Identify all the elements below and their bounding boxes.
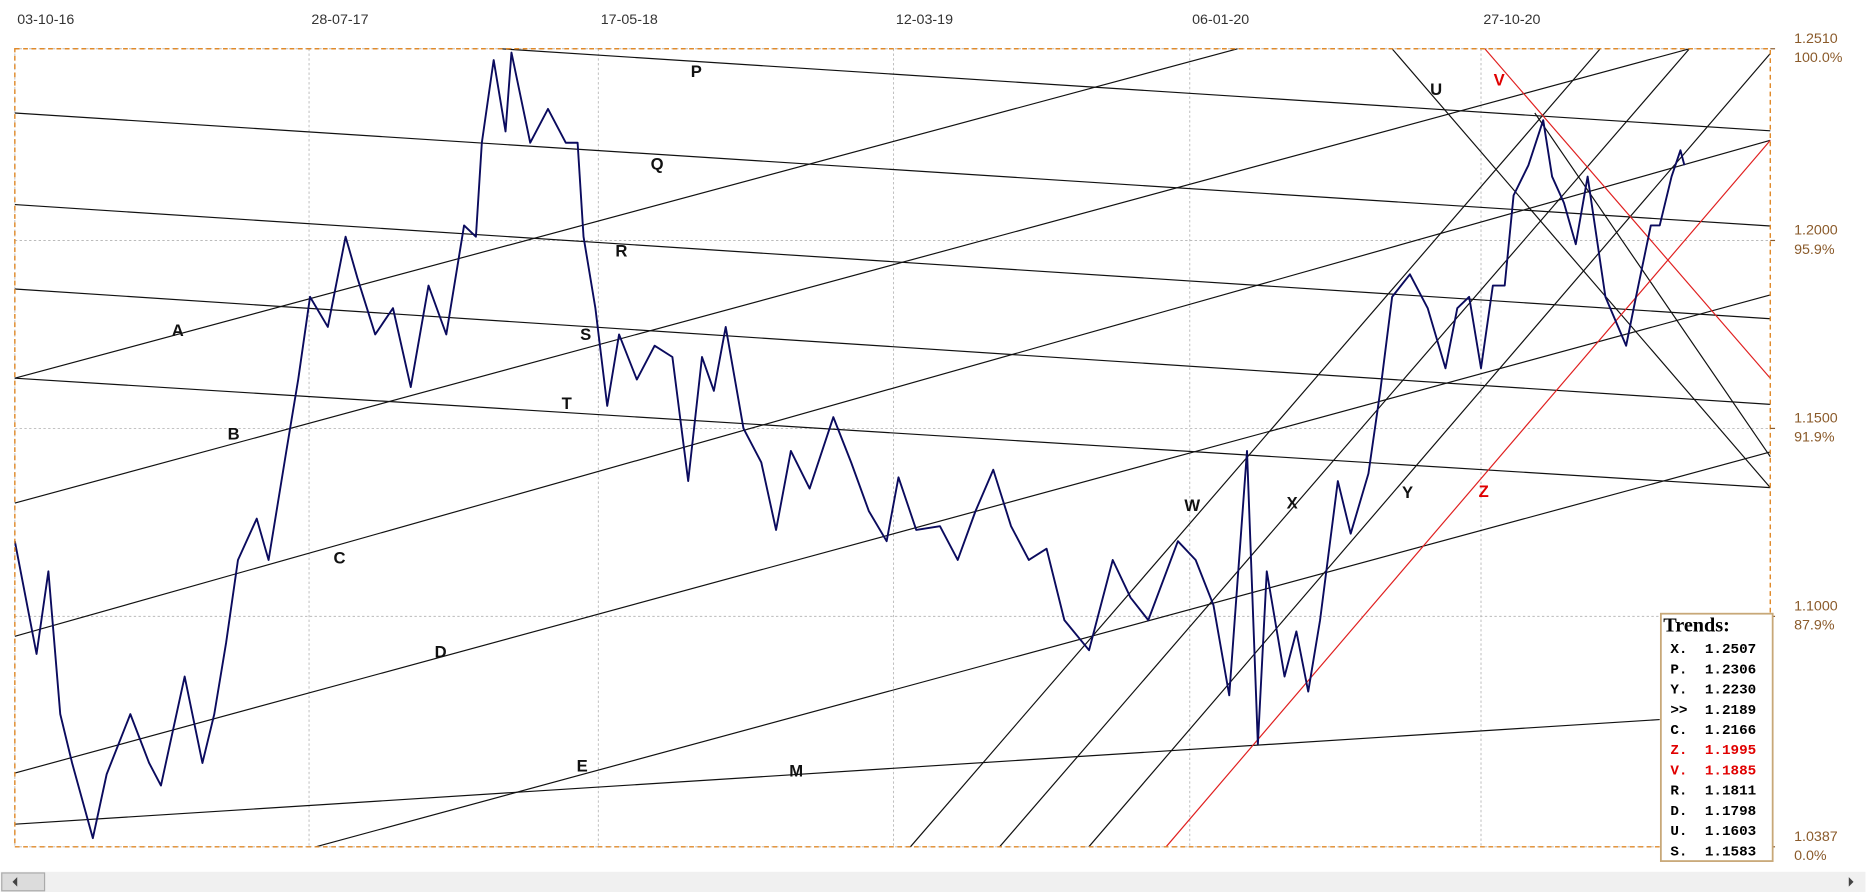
annotation: S: [580, 325, 591, 344]
annotation: M: [789, 761, 803, 780]
trend-line: [1088, 53, 1771, 848]
trend-line: [999, 48, 1690, 848]
trend-line: [14, 377, 1771, 489]
trend-line: [14, 48, 1690, 504]
trend-line: [14, 718, 1660, 825]
legend-box: [1659, 612, 1774, 862]
annotation: P: [691, 62, 702, 81]
legend-label: X.: [1670, 642, 1687, 658]
scrollbar: [0, 871, 1866, 892]
annotation: R: [615, 242, 627, 261]
annotations: P Q R S T A B C D E M U V W X Y Z: [172, 62, 1505, 780]
legend-value: 1.1885: [1705, 763, 1756, 779]
trend-line: [1165, 139, 1771, 848]
legend-value: 1.1995: [1705, 743, 1756, 759]
annotation: D: [435, 642, 447, 661]
annotation: E: [577, 757, 588, 776]
legend-value: 1.1811: [1705, 784, 1756, 800]
legend-value: 1.1603: [1705, 824, 1756, 840]
y-tick-percent: 95.9%: [1794, 242, 1835, 258]
legend-value: 1.2189: [1705, 703, 1756, 719]
annotation: X: [1287, 494, 1298, 513]
trend-lines: [14, 48, 1771, 848]
y-tick-percent: 0.0%: [1794, 848, 1827, 864]
price-line: [13, 51, 1686, 840]
annotation: U: [1430, 80, 1442, 99]
series: [13, 51, 1686, 840]
trend-line: [14, 288, 1771, 405]
legend-value: 1.1798: [1705, 804, 1756, 820]
x-tick-label: 28-07-17: [311, 12, 368, 28]
legend-value: 1.2230: [1705, 683, 1756, 699]
y-tick-label: 1.2510: [1794, 31, 1838, 47]
annotation: B: [228, 425, 240, 444]
legend-title: Trends:: [1663, 614, 1730, 636]
plot-border: [14, 48, 1772, 848]
annotation: Z: [1479, 482, 1489, 501]
trend-line: [14, 112, 1771, 227]
y-tick-label: 1.1500: [1794, 411, 1838, 427]
legend-label: C.: [1670, 723, 1687, 739]
annotation: W: [1184, 496, 1200, 515]
trend-line: [14, 139, 1771, 637]
x-tick-label: 17-05-18: [601, 12, 658, 28]
legend-label: D.: [1670, 804, 1687, 820]
legend-value: 1.1583: [1705, 844, 1756, 860]
trend-line: [1534, 112, 1771, 458]
annotation: A: [172, 321, 184, 340]
y-tick-percent: 91.9%: [1794, 430, 1835, 446]
legend-label: Z.: [1670, 743, 1687, 759]
legend-label: Y.: [1670, 683, 1687, 699]
trend-line: [14, 48, 1238, 379]
x-tick-label: 12-03-19: [896, 12, 953, 28]
annotation: Q: [651, 155, 664, 174]
legend-label: V.: [1670, 763, 1687, 779]
trend-line: [14, 294, 1771, 774]
annotation: V: [1494, 70, 1505, 89]
trend-line: [500, 48, 1771, 132]
legend-label: S.: [1670, 844, 1687, 860]
legend-label: U.: [1670, 824, 1687, 840]
annotation: Y: [1402, 483, 1413, 502]
scroll-left[interactable]: [12, 877, 18, 887]
legend-value: 1.2306: [1705, 662, 1756, 678]
legend-label: >>: [1670, 703, 1687, 719]
trend-line: [1484, 48, 1771, 379]
legend-value: 1.2507: [1705, 642, 1756, 658]
annotation: C: [334, 548, 346, 567]
y-tick-label: 1.2000: [1794, 223, 1838, 239]
trend-line: [14, 203, 1771, 320]
trend-line: [1391, 48, 1771, 489]
trend-line: [909, 48, 1601, 848]
scrollbar-thumb[interactable]: [1, 872, 46, 892]
x-tick-label: 27-10-20: [1483, 12, 1540, 28]
annotation: T: [562, 394, 572, 413]
x-tick-label: 06-01-20: [1192, 12, 1249, 28]
legend-label: P.: [1670, 662, 1687, 678]
legend-label: R.: [1670, 784, 1687, 800]
legend-value: 1.2166: [1705, 723, 1756, 739]
y-tick-percent: 87.9%: [1794, 618, 1835, 634]
y-tick-label: 1.0387: [1794, 829, 1838, 845]
x-tick-label: 03-10-16: [17, 12, 74, 28]
y-tick-label: 1.1000: [1794, 599, 1838, 615]
trends-legend: Trends: X. 1.2507 P. 1.2306 Y. 1.2230 >> 1.2189…: [1659, 612, 1774, 862]
trend-line: [315, 451, 1771, 848]
scrollbar-track: [0, 871, 1866, 892]
y-tick-percent: 100.0%: [1794, 50, 1843, 66]
scroll-right[interactable]: [1848, 877, 1854, 887]
axes: 03-10-16 28-07-17 17-05-18 12-03-19 06-01-20…: [17, 12, 1843, 864]
